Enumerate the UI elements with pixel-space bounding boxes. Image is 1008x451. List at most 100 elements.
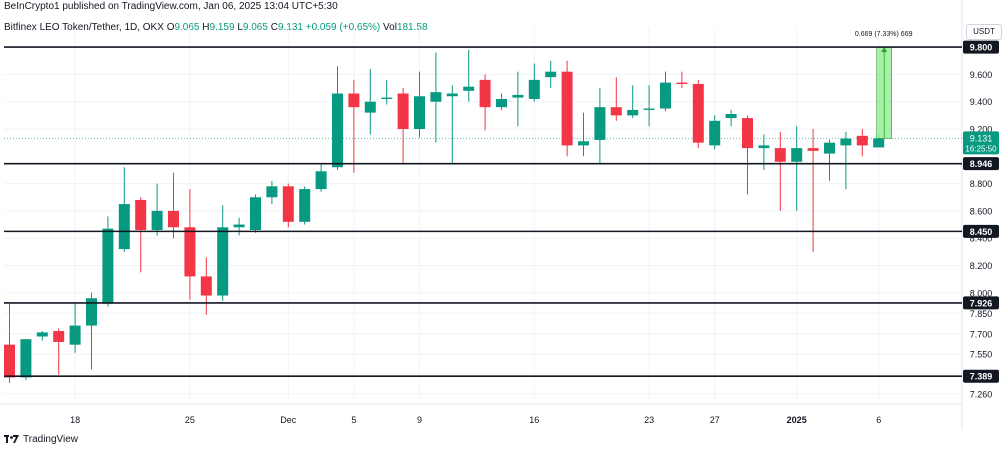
candle-body: [217, 227, 229, 296]
time-tick-label: 23: [644, 415, 654, 425]
candle-body: [200, 276, 212, 296]
symbol-title[interactable]: Bitfinex LEO Token/Tether, 1D, OKX: [4, 22, 164, 33]
time-tick-label: 25: [185, 415, 195, 425]
candle-body: [69, 325, 81, 345]
candle-body: [627, 109, 639, 116]
price-tick-label: 8.000: [970, 288, 993, 298]
candle-body: [118, 204, 130, 250]
time-tick-label: 6: [876, 415, 881, 425]
candle-body: [282, 186, 294, 222]
price-tick-label: 9.600: [970, 70, 993, 80]
price-tick-label: 8.600: [970, 206, 993, 216]
time-tick-label: 18: [70, 415, 80, 425]
low-label: L: [237, 22, 243, 33]
candle-body: [561, 71, 573, 146]
candle-body: [791, 148, 803, 162]
level-price-tag: [963, 369, 999, 383]
candle-body: [545, 71, 557, 78]
current-price-tag: [963, 131, 999, 155]
candle-body: [168, 210, 179, 228]
candle-body: [184, 227, 196, 277]
measure-arrow-head: [881, 47, 888, 53]
candle-body: [512, 94, 524, 98]
candle-body: [840, 138, 852, 146]
candle-body: [397, 93, 409, 130]
price-tick-label: 7.260: [970, 389, 993, 399]
candle-body: [332, 93, 343, 168]
level-price-label: 8.450: [970, 227, 993, 237]
time-tick-label: 5: [351, 415, 356, 425]
candle-body: [873, 138, 885, 148]
low-value: 9.065: [242, 22, 268, 33]
time-tick-label: 27: [710, 415, 720, 425]
price-tick-label: 7.550: [970, 350, 993, 360]
tradingview-logo-icon: [4, 435, 19, 443]
level-price-tag: [963, 224, 999, 238]
candle-body: [594, 107, 606, 140]
currency-selector[interactable]: USDT: [966, 24, 1002, 40]
volume-label: Vol: [383, 22, 397, 33]
high-value: 9.159: [209, 22, 235, 33]
price-tick-label: 7.700: [970, 329, 993, 339]
candle-body: [774, 148, 786, 162]
open-label: O: [166, 22, 175, 33]
close-label: C: [270, 22, 278, 33]
price-tick-label: 8.800: [970, 179, 993, 189]
high-label: H: [202, 22, 210, 33]
time-tick-label: 16: [529, 415, 539, 425]
candle-body: [463, 86, 475, 91]
measure-label: 0.669 (7.33%) 669: [855, 31, 913, 38]
price-tick-label: 8.400: [970, 234, 993, 244]
candle-body: [233, 224, 245, 228]
candle-body: [315, 171, 327, 190]
level-price-label: 8.946: [970, 159, 993, 169]
candle-body: [824, 142, 835, 154]
close-value: 9.131: [277, 22, 303, 33]
candle-body: [692, 83, 704, 143]
candle-body: [479, 79, 491, 108]
candle-body: [758, 145, 770, 149]
time-tick-label: Dec: [280, 415, 297, 425]
candle-body: [266, 186, 278, 198]
candle-body: [20, 339, 32, 378]
candle-body: [86, 298, 97, 326]
level-price-label: 7.926: [970, 298, 993, 308]
volume-value: 181.58: [396, 22, 428, 33]
candle-body: [709, 120, 721, 146]
candle-body: [299, 189, 311, 222]
candle-body: [250, 197, 261, 231]
price-tick-label: 7.850: [970, 309, 993, 319]
candle-body: [856, 135, 868, 146]
candle-body: [578, 141, 589, 146]
current-price-label: 9.131: [970, 133, 993, 143]
publisher-line: BeInCrypto1 published on TradingView.com…: [0, 0, 1008, 14]
level-price-label: 7.389: [970, 372, 993, 382]
candle-body: [742, 118, 753, 149]
price-tick-label: 9.400: [970, 97, 993, 107]
candle-body: [496, 98, 507, 108]
candle-body: [446, 93, 458, 97]
open-value: 9.065: [174, 22, 200, 33]
change-value: +0.059 (+0.65%): [305, 22, 381, 33]
candle-body: [414, 96, 425, 130]
footer-branding: TradingView: [4, 434, 78, 445]
candle-body: [643, 108, 655, 110]
candle-body: [528, 79, 540, 99]
candle-body: [381, 97, 393, 99]
publisher-text: BeInCrypto1 published on TradingView.com…: [4, 1, 338, 12]
candle-body: [53, 331, 65, 342]
symbol-legend: Bitfinex LEO Token/Tether, 1D, OKX O9.06…: [4, 22, 428, 33]
candle-body: [430, 92, 442, 102]
candle-body: [135, 199, 147, 231]
candle-body: [660, 82, 671, 109]
time-tick-label: 9: [417, 415, 422, 425]
candle-body: [610, 107, 622, 116]
level-price-tag: [963, 296, 999, 310]
footer-brand: TradingView: [23, 434, 79, 445]
bar-countdown-label: 16:25:50: [965, 144, 997, 153]
candle-body: [676, 82, 688, 84]
candle-body: [364, 101, 376, 113]
price-tick-label: 8.200: [970, 261, 993, 271]
time-tick-label: 2025: [787, 415, 807, 425]
